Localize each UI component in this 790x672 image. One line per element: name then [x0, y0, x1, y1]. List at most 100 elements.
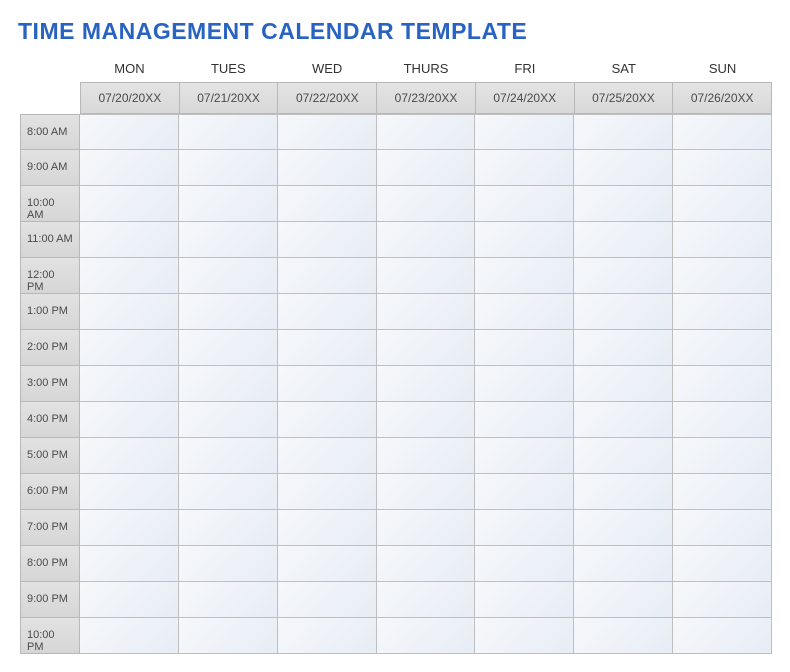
slot-cell[interactable] — [574, 330, 673, 366]
slot-cell[interactable] — [673, 510, 772, 546]
slot-cell[interactable] — [278, 438, 377, 474]
slot-cell[interactable] — [179, 546, 278, 582]
slot-cell[interactable] — [80, 618, 179, 654]
slot-cell[interactable] — [475, 510, 574, 546]
slot-cell[interactable] — [673, 258, 772, 294]
slot-cell[interactable] — [80, 186, 179, 222]
slot-cell[interactable] — [80, 546, 179, 582]
slot-cell[interactable] — [475, 186, 574, 222]
slot-cell[interactable] — [80, 474, 179, 510]
slot-cell[interactable] — [377, 366, 476, 402]
slot-cell[interactable] — [278, 114, 377, 150]
slot-cell[interactable] — [377, 474, 476, 510]
slot-cell[interactable] — [80, 258, 179, 294]
slot-cell[interactable] — [377, 510, 476, 546]
slot-cell[interactable] — [278, 294, 377, 330]
slot-cell[interactable] — [574, 402, 673, 438]
slot-cell[interactable] — [278, 222, 377, 258]
slot-cell[interactable] — [574, 186, 673, 222]
slot-cell[interactable] — [574, 150, 673, 186]
slot-cell[interactable] — [80, 294, 179, 330]
slot-cell[interactable] — [179, 150, 278, 186]
slot-cell[interactable] — [278, 546, 377, 582]
slot-cell[interactable] — [80, 330, 179, 366]
slot-cell[interactable] — [673, 366, 772, 402]
slot-cell[interactable] — [179, 258, 278, 294]
slot-cell[interactable] — [673, 438, 772, 474]
slot-cell[interactable] — [377, 618, 476, 654]
slot-cell[interactable] — [377, 582, 476, 618]
slot-cell[interactable] — [673, 546, 772, 582]
slot-cell[interactable] — [278, 258, 377, 294]
slot-cell[interactable] — [278, 330, 377, 366]
slot-cell[interactable] — [673, 186, 772, 222]
slot-cell[interactable] — [377, 438, 476, 474]
slot-cell[interactable] — [475, 150, 574, 186]
slot-cell[interactable] — [574, 294, 673, 330]
slot-cell[interactable] — [574, 474, 673, 510]
slot-cell[interactable] — [574, 258, 673, 294]
slot-cell[interactable] — [673, 294, 772, 330]
slot-cell[interactable] — [475, 294, 574, 330]
slot-cell[interactable] — [475, 114, 574, 150]
slot-cell[interactable] — [278, 582, 377, 618]
slot-cell[interactable] — [574, 114, 673, 150]
slot-cell[interactable] — [475, 438, 574, 474]
slot-cell[interactable] — [179, 114, 278, 150]
slot-cell[interactable] — [80, 438, 179, 474]
slot-cell[interactable] — [673, 402, 772, 438]
slot-cell[interactable] — [80, 366, 179, 402]
slot-cell[interactable] — [574, 222, 673, 258]
slot-cell[interactable] — [574, 366, 673, 402]
slot-cell[interactable] — [574, 438, 673, 474]
slot-cell[interactable] — [673, 582, 772, 618]
slot-cell[interactable] — [377, 222, 476, 258]
slot-cell[interactable] — [574, 618, 673, 654]
slot-cell[interactable] — [377, 294, 476, 330]
slot-cell[interactable] — [475, 330, 574, 366]
slot-cell[interactable] — [80, 510, 179, 546]
slot-cell[interactable] — [574, 546, 673, 582]
slot-cell[interactable] — [179, 618, 278, 654]
slot-cell[interactable] — [377, 258, 476, 294]
slot-cell[interactable] — [377, 114, 476, 150]
slot-cell[interactable] — [80, 402, 179, 438]
slot-cell[interactable] — [673, 330, 772, 366]
slot-cell[interactable] — [574, 582, 673, 618]
slot-cell[interactable] — [475, 366, 574, 402]
slot-cell[interactable] — [278, 186, 377, 222]
slot-cell[interactable] — [475, 258, 574, 294]
slot-cell[interactable] — [574, 510, 673, 546]
slot-cell[interactable] — [278, 366, 377, 402]
slot-cell[interactable] — [475, 222, 574, 258]
slot-cell[interactable] — [80, 150, 179, 186]
slot-cell[interactable] — [278, 510, 377, 546]
slot-cell[interactable] — [673, 618, 772, 654]
slot-cell[interactable] — [278, 474, 377, 510]
slot-cell[interactable] — [475, 474, 574, 510]
slot-cell[interactable] — [377, 150, 476, 186]
slot-cell[interactable] — [278, 618, 377, 654]
slot-cell[interactable] — [673, 474, 772, 510]
slot-cell[interactable] — [179, 582, 278, 618]
slot-cell[interactable] — [377, 186, 476, 222]
slot-cell[interactable] — [475, 546, 574, 582]
slot-cell[interactable] — [179, 222, 278, 258]
slot-cell[interactable] — [179, 330, 278, 366]
slot-cell[interactable] — [179, 438, 278, 474]
slot-cell[interactable] — [475, 618, 574, 654]
slot-cell[interactable] — [80, 222, 179, 258]
slot-cell[interactable] — [673, 222, 772, 258]
slot-cell[interactable] — [278, 150, 377, 186]
slot-cell[interactable] — [377, 330, 476, 366]
slot-cell[interactable] — [179, 294, 278, 330]
slot-cell[interactable] — [179, 510, 278, 546]
slot-cell[interactable] — [475, 402, 574, 438]
slot-cell[interactable] — [179, 366, 278, 402]
slot-cell[interactable] — [80, 114, 179, 150]
slot-cell[interactable] — [673, 114, 772, 150]
slot-cell[interactable] — [80, 582, 179, 618]
slot-cell[interactable] — [278, 402, 377, 438]
slot-cell[interactable] — [179, 474, 278, 510]
slot-cell[interactable] — [377, 546, 476, 582]
